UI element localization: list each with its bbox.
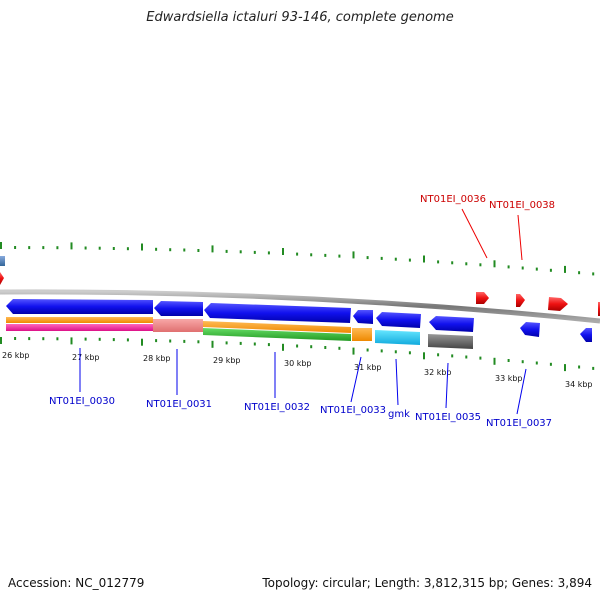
annotation-track-nt01ei-0032 — [203, 321, 351, 341]
annotation-track-gmk — [375, 330, 420, 345]
gene-label-nt01ei-0035: NT01EI_0035 — [415, 412, 481, 423]
outer-tick-track — [0, 242, 595, 276]
forward-gene-labels: NT01EI_0036 NT01EI_0038 — [420, 194, 555, 261]
gene-label-gmk: gmk — [388, 409, 410, 420]
partial-reverse-gene-right — [580, 328, 592, 342]
reverse-gene-nt01ei-0031 — [154, 301, 203, 316]
scale-label: 31 kbp — [354, 363, 382, 372]
scale-label: 29 kbp — [213, 356, 241, 365]
gene-label-nt01ei-0036: NT01EI_0036 — [420, 194, 486, 205]
annotation-track-nt01ei-0031 — [153, 319, 203, 332]
label-leader — [461, 208, 488, 259]
scale-label: 34 kbp — [565, 380, 593, 389]
annotation-track-nt01ei-0033 — [352, 328, 372, 341]
label-leader — [395, 358, 399, 406]
gene-label-nt01ei-0031: NT01EI_0031 — [146, 399, 212, 410]
scale-label: 33 kbp — [495, 374, 523, 383]
reverse-gene-gmk — [376, 312, 421, 328]
scale-label: 28 kbp — [143, 354, 171, 363]
reverse-gene-labels: NT01EI_0030 NT01EI_0031 NT01EI_0032 NT01… — [49, 348, 552, 429]
forward-gene — [548, 297, 568, 311]
reverse-gene-nt01ei-0032 — [204, 303, 351, 323]
accession-text: Accession: NC_012779 — [8, 576, 145, 590]
gene-label-nt01ei-0030: NT01EI_0030 — [49, 396, 115, 407]
scale-label: 32 kbp — [424, 368, 452, 377]
genome-summary: Topology: circular; Length: 3,812,315 bp… — [262, 576, 592, 590]
reverse-gene-nt01ei-0035 — [429, 316, 474, 332]
partial-feature-left — [0, 256, 5, 266]
genome-backbone — [0, 289, 600, 324]
reverse-gene-nt01ei-0033 — [353, 310, 373, 324]
scale-label: 26 kbp — [2, 351, 30, 360]
label-leader — [517, 214, 523, 261]
partial-forward-gene-left — [0, 272, 4, 285]
inner-tick-track — [0, 337, 595, 372]
reverse-gene-nt01ei-0037 — [520, 322, 540, 337]
label-leader — [445, 362, 449, 409]
annotation-track-nt01ei-0035 — [428, 334, 473, 349]
scale-label: 30 kbp — [284, 359, 312, 368]
gene-label-nt01ei-0032: NT01EI_0032 — [244, 402, 310, 413]
gene-label-nt01ei-0038: NT01EI_0038 — [489, 200, 555, 211]
label-leader — [516, 368, 527, 415]
scale-label: 27 kbp — [72, 353, 100, 362]
annotation-track-nt01ei-0030 — [6, 317, 153, 331]
gene-label-nt01ei-0033: NT01EI_0033 — [320, 405, 386, 416]
gene-label-nt01ei-0037: NT01EI_0037 — [486, 418, 552, 429]
forward-gene — [476, 292, 489, 304]
label-leader — [350, 356, 362, 403]
scale-labels: 26 kbp 27 kbp 28 kbp 29 kbp 30 kbp 31 kb… — [2, 351, 593, 389]
reverse-gene-nt01ei-0030 — [6, 299, 153, 314]
map-title: Edwardsiella ictaluri 93-146, complete g… — [146, 10, 454, 25]
forward-gene-nt01ei-0038 — [516, 294, 525, 307]
